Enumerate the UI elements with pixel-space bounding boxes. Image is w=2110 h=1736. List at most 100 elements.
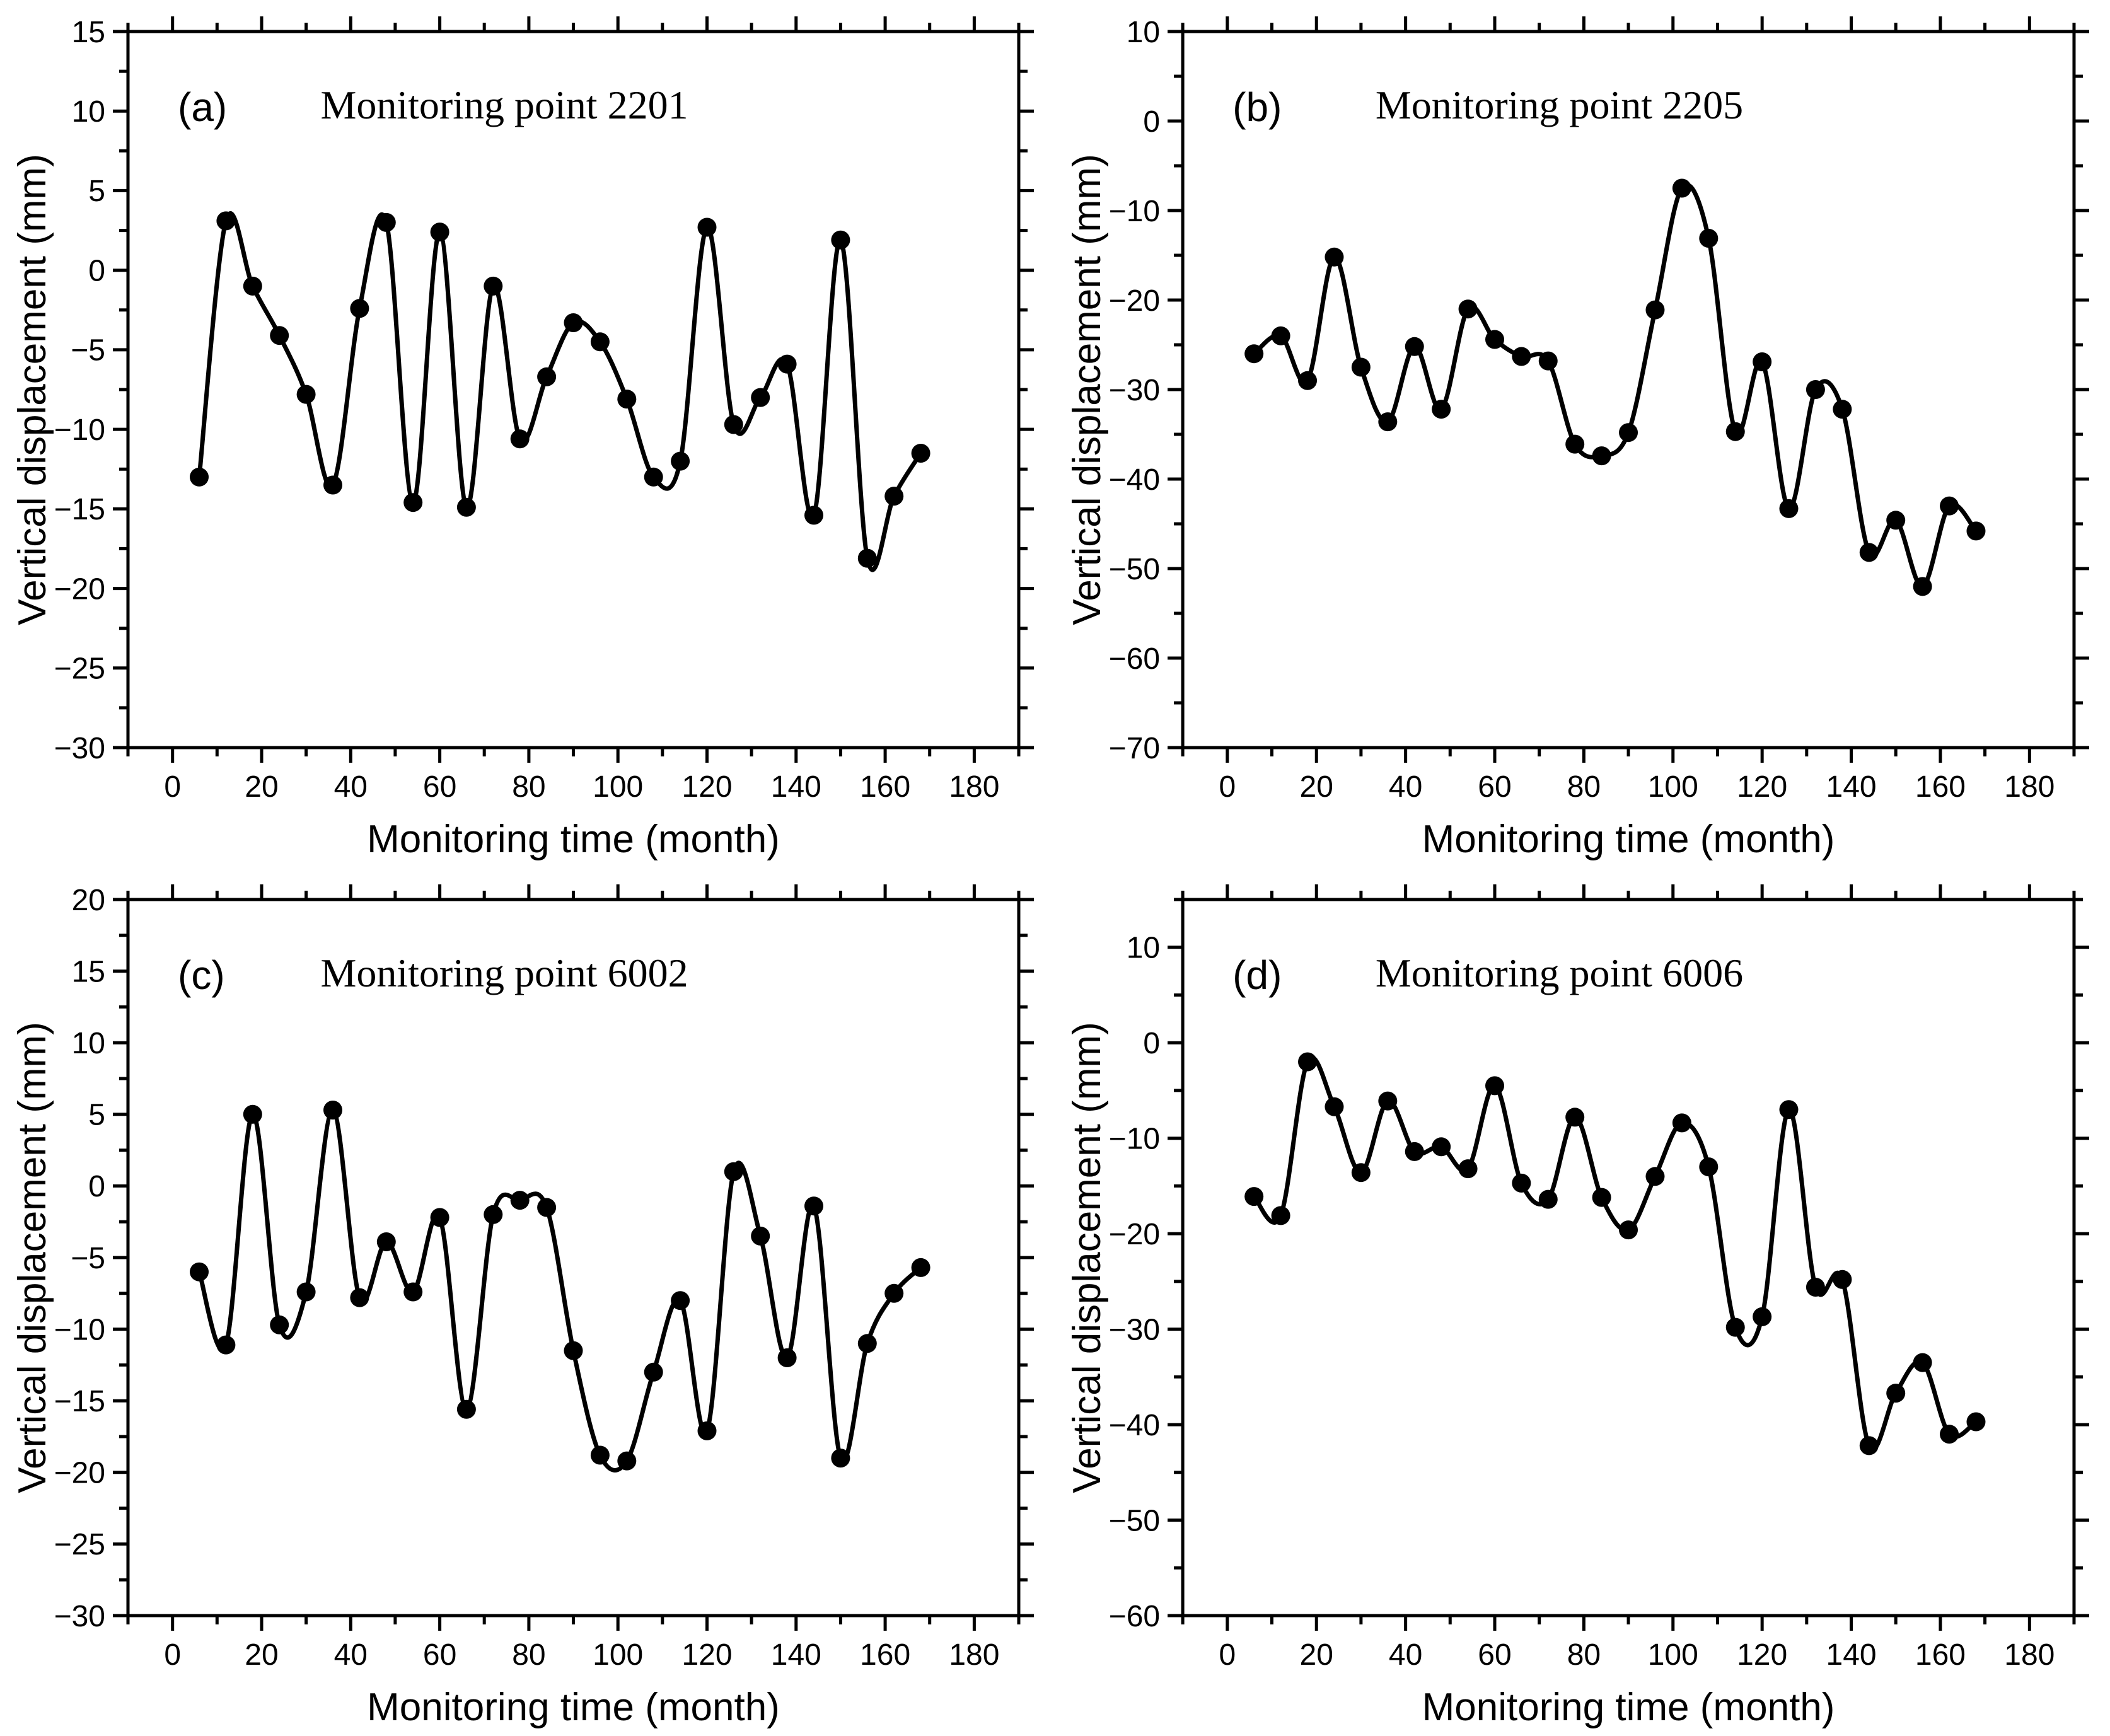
x-tick-label: 180 [949, 1638, 999, 1672]
data-point [1753, 352, 1772, 371]
data-point [430, 1208, 449, 1227]
y-tick-label: 10 [72, 1027, 105, 1060]
x-tick-label: 40 [1389, 1638, 1422, 1672]
y-tick-label: −50 [1109, 1504, 1160, 1537]
y-tick-label: 5 [88, 1099, 105, 1132]
x-tick-label: 120 [681, 770, 732, 804]
data-point [510, 1191, 530, 1210]
y-tick-label: −10 [54, 1313, 105, 1346]
data-point [1833, 1270, 1852, 1289]
data-point [1619, 423, 1638, 443]
x-tick-label: 0 [1219, 1638, 1236, 1672]
data-point [857, 548, 877, 568]
y-tick-label: −60 [1109, 642, 1160, 676]
data-point [190, 1262, 209, 1282]
y-tick-label: −20 [1109, 284, 1160, 318]
plot-frame [1181, 30, 2076, 749]
data-point [1244, 1187, 1264, 1207]
y-tick-label: 10 [72, 95, 105, 129]
data-point [1271, 1206, 1290, 1225]
data-point [1725, 1317, 1745, 1337]
data-point [1538, 351, 1558, 371]
y-tick-label: −70 [1109, 732, 1160, 765]
x-tick-label: 0 [164, 770, 181, 804]
x-tick-label: 80 [1567, 1638, 1601, 1672]
y-tick-label: −15 [54, 1385, 105, 1418]
x-axis-title: Monitoring time (month) [367, 1686, 780, 1729]
data-point [296, 1282, 316, 1302]
y-tick-label: 5 [88, 175, 105, 208]
data-point [216, 1335, 236, 1355]
x-tick-label: 180 [949, 770, 999, 804]
data-point [1565, 434, 1585, 454]
y-tick-label: 0 [88, 255, 105, 288]
panel-title: Monitoring point 2201 [320, 83, 688, 127]
chart-a-svg: 0 20 40 60 80 100 120 140 160 180−30−25−20−15−10−… [0, 0, 1055, 868]
data-point [243, 1104, 262, 1124]
axis-ticks [1168, 884, 2089, 1631]
y-tick-label: −10 [54, 414, 105, 447]
data-point [751, 388, 770, 407]
data-point [1271, 326, 1290, 345]
data-point [1672, 1113, 1691, 1133]
x-tick-label: 60 [1478, 770, 1511, 804]
data-point [564, 313, 583, 332]
data-point [1940, 496, 1959, 516]
x-tick-label: 60 [423, 770, 456, 804]
x-axis-title: Monitoring time (month) [367, 818, 780, 861]
x-axis-title: Monitoring time (month) [1422, 818, 1835, 861]
axis-ticks [113, 884, 1034, 1631]
plot-background [1055, 868, 2110, 1736]
data-point [644, 1362, 663, 1382]
data-point [1244, 344, 1264, 364]
data-point [777, 1348, 797, 1367]
x-tick-label: 40 [334, 770, 368, 804]
y-tick-label: −30 [1109, 1313, 1160, 1346]
data-point [510, 429, 530, 449]
y-tick-label: −25 [54, 1528, 105, 1561]
y-tick-label: −60 [1109, 1600, 1160, 1633]
data-point [1806, 380, 1825, 399]
y-axis-title: Vertical displacement (mm) [1065, 154, 1109, 625]
y-tick-label: −15 [54, 493, 105, 526]
data-point [1806, 1278, 1825, 1297]
x-tick-label: 100 [1648, 770, 1698, 804]
data-point [1512, 1173, 1531, 1193]
chart-panel-c: 0 20 40 60 80 100 120 140 160 180 −30 −25 −20 −15 −10−… [0, 868, 1055, 1736]
data-point [350, 299, 369, 318]
data-point [537, 1198, 557, 1217]
x-tick-label: 20 [245, 1638, 278, 1672]
data-point [1699, 1157, 1719, 1177]
x-tick-label: 80 [1567, 770, 1601, 804]
x-tick-label: 80 [512, 770, 545, 804]
data-point [456, 497, 476, 517]
y-tick-label: 0 [1143, 1027, 1160, 1060]
data-point [1378, 412, 1398, 432]
data-point [804, 1196, 823, 1216]
data-point [1512, 347, 1531, 366]
y-axis-title: Vertical displacement (mm) [11, 154, 54, 625]
data-point [671, 1291, 690, 1311]
data-point [1913, 1353, 1932, 1372]
x-tick-label: 0 [164, 1638, 181, 1672]
y-tick-label: 20 [72, 884, 105, 917]
y-tick-label: −25 [54, 652, 105, 686]
data-point [484, 1205, 503, 1224]
data-point [590, 332, 610, 352]
y-axis-title: Vertical displacement (mm) [1065, 1022, 1109, 1493]
x-tick-label: 140 [1826, 770, 1876, 804]
x-tick-label: 40 [334, 1638, 368, 1672]
y-tick-label: −20 [1109, 1218, 1160, 1251]
data-point [1298, 1052, 1318, 1072]
data-point [1833, 400, 1852, 419]
data-point [617, 1451, 637, 1471]
x-axis-title: Monitoring time (month) [1422, 1686, 1835, 1729]
y-tick-label: −30 [54, 732, 105, 765]
data-point [430, 223, 449, 242]
data-point [403, 493, 423, 512]
y-tick-label: 10 [1127, 16, 1160, 49]
data-point [1859, 1436, 1879, 1455]
x-tick-label: 120 [1737, 1638, 1787, 1672]
data-point [1432, 1137, 1451, 1157]
